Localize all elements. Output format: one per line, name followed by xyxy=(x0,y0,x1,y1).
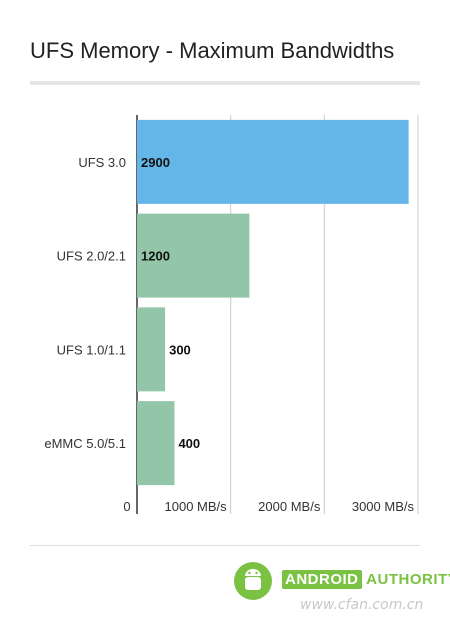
bar xyxy=(137,307,166,392)
bar xyxy=(137,119,409,204)
footer-divider xyxy=(30,545,420,546)
value-label: 400 xyxy=(178,436,200,451)
bar xyxy=(137,213,250,298)
logo-word-android: ANDROID xyxy=(282,570,362,589)
x-tick-label: 1000 MB/s xyxy=(165,499,228,514)
value-label: 1200 xyxy=(141,249,170,264)
value-label: 300 xyxy=(169,342,191,357)
logo-text: ANDROID AUTHORITY xyxy=(282,570,450,589)
x-tick-label: 2000 MB/s xyxy=(258,499,321,514)
chart-title: UFS Memory - Maximum Bandwidths xyxy=(30,38,395,63)
logo-word-authority: AUTHORITY xyxy=(366,571,450,588)
category-labels: UFS 3.0 UFS 2.0/2.1 UFS 1.0/1.1 eMMC 5.0/5.… xyxy=(44,155,126,451)
category-label: eMMC 5.0/5.1 xyxy=(44,436,126,451)
category-label: UFS 3.0 xyxy=(78,155,126,170)
watermark: www.cfan.com.cn xyxy=(300,597,424,613)
android-authority-logo: ANDROID AUTHORITY xyxy=(234,562,450,606)
value-label: 2900 xyxy=(141,155,170,170)
bars xyxy=(137,119,409,486)
title-divider xyxy=(30,81,420,85)
bar-chart: UFS 3.0 UFS 2.0/2.1 UFS 1.0/1.1 eMMC 5.0/5.… xyxy=(44,115,419,514)
value-labels: 2900 1200 300 400 xyxy=(141,155,200,451)
bar xyxy=(137,401,175,486)
x-tick-label: 3000 MB/s xyxy=(352,499,415,514)
x-tick-label: 0 xyxy=(123,499,130,514)
android-robot-icon xyxy=(234,562,272,600)
category-label: UFS 1.0/1.1 xyxy=(57,342,126,357)
x-tick-labels: 0 1000 MB/s 2000 MB/s 3000 MB/s xyxy=(123,499,414,514)
category-label: UFS 2.0/2.1 xyxy=(57,249,126,264)
